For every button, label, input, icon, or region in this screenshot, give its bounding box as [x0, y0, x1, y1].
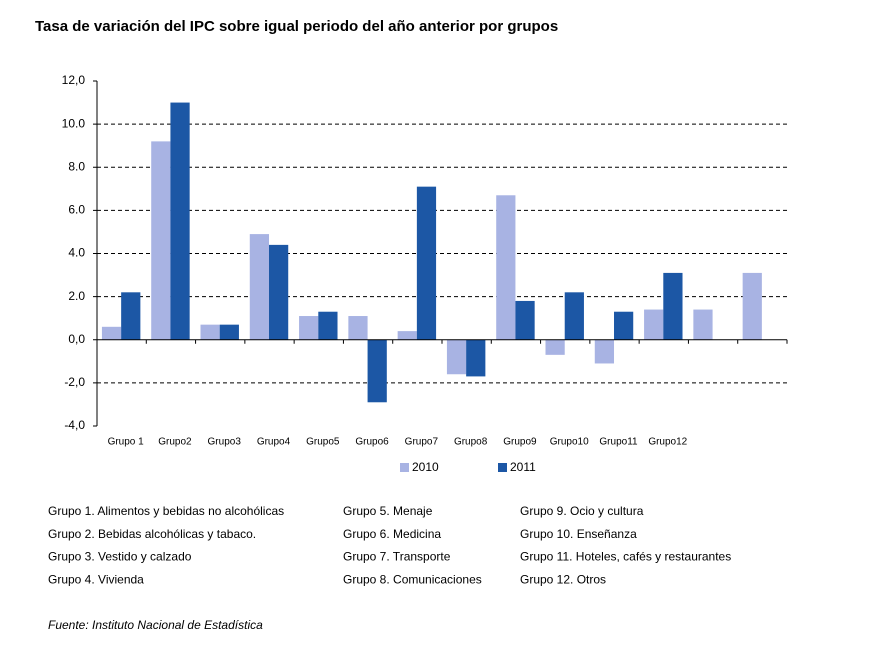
- note: Grupo 11. Hoteles, cafés y restaurantes: [520, 550, 731, 564]
- note: Grupo 1. Alimentos y bebidas no alcohóli…: [48, 504, 284, 518]
- bar: [249, 234, 270, 340]
- bar: [318, 311, 338, 340]
- x-tick-label: Grupo10: [550, 437, 589, 448]
- note: Grupo 8. Comunicaciones: [343, 572, 482, 586]
- note: Grupo 6. Medicina: [343, 527, 441, 541]
- note: Grupo 7. Transporte: [343, 550, 451, 564]
- bar: [663, 272, 683, 340]
- bar: [121, 292, 141, 340]
- bar: [200, 324, 220, 340]
- bar: [644, 309, 664, 340]
- y-tick-label: 4.0: [68, 246, 85, 260]
- chart-title: Tasa de variación del IPC sobre igual pe…: [35, 18, 558, 35]
- bar: [367, 339, 387, 403]
- bar: [545, 339, 565, 355]
- x-tick-label: Grupo2: [158, 437, 192, 448]
- bar: [594, 339, 615, 364]
- legend-swatch: [498, 463, 507, 472]
- note: Grupo 9. Ocio y cultura: [520, 504, 644, 518]
- bar: [269, 244, 289, 340]
- legend-label: 2011: [510, 460, 536, 474]
- x-tick-label: Grupo7: [405, 437, 439, 448]
- bar: [466, 339, 486, 377]
- bar: [446, 339, 467, 375]
- bar: [170, 102, 190, 340]
- x-tick-label: Grupo8: [454, 437, 488, 448]
- x-tick-label: Grupo11: [599, 437, 638, 448]
- bar: [564, 292, 584, 340]
- x-tick-label: Grupo9: [503, 437, 537, 448]
- bar: [416, 186, 437, 340]
- note: Grupo 5. Menaje: [343, 504, 433, 518]
- x-tick-label: Grupo5: [306, 437, 340, 448]
- bar: [151, 141, 171, 340]
- y-tick-label: 0,0: [68, 332, 85, 346]
- bar: [614, 311, 634, 340]
- note: Grupo 2. Bebidas alcohólicas y tabaco.: [48, 527, 256, 541]
- bar: [219, 324, 239, 340]
- y-tick-label: -2,0: [64, 375, 85, 389]
- bar: [693, 309, 713, 340]
- y-tick-label: 2.0: [68, 289, 85, 303]
- x-tick-label: Grupo6: [355, 437, 389, 448]
- x-tick-label: Grupo 1: [108, 437, 145, 448]
- bar: [101, 326, 122, 340]
- x-tick-label: Grupo12: [648, 437, 687, 448]
- bar: [742, 272, 762, 340]
- note: Grupo 10. Enseñanza: [520, 527, 637, 541]
- y-tick-label: 6.0: [68, 203, 85, 217]
- legend-label: 2010: [412, 460, 439, 474]
- bar: [299, 316, 319, 340]
- note: Grupo 12. Otros: [520, 572, 606, 586]
- bar: [515, 300, 535, 340]
- x-tick-label: Grupo4: [257, 437, 291, 448]
- bar: [397, 331, 417, 340]
- legend-swatch: [400, 463, 409, 472]
- y-tick-label: 12,0: [62, 73, 86, 87]
- bar: [496, 195, 516, 340]
- bar: [348, 316, 368, 340]
- y-tick-label: 8.0: [68, 159, 85, 173]
- y-tick-label: -4,0: [64, 418, 85, 432]
- y-tick-label: 10.0: [62, 116, 86, 130]
- x-tick-label: Grupo3: [208, 437, 242, 448]
- note: Grupo 3. Vestido y calzado: [48, 550, 192, 564]
- note: Grupo 4. Vivienda: [48, 572, 144, 586]
- source: Fuente: Instituto Nacional de Estadístic…: [48, 618, 263, 632]
